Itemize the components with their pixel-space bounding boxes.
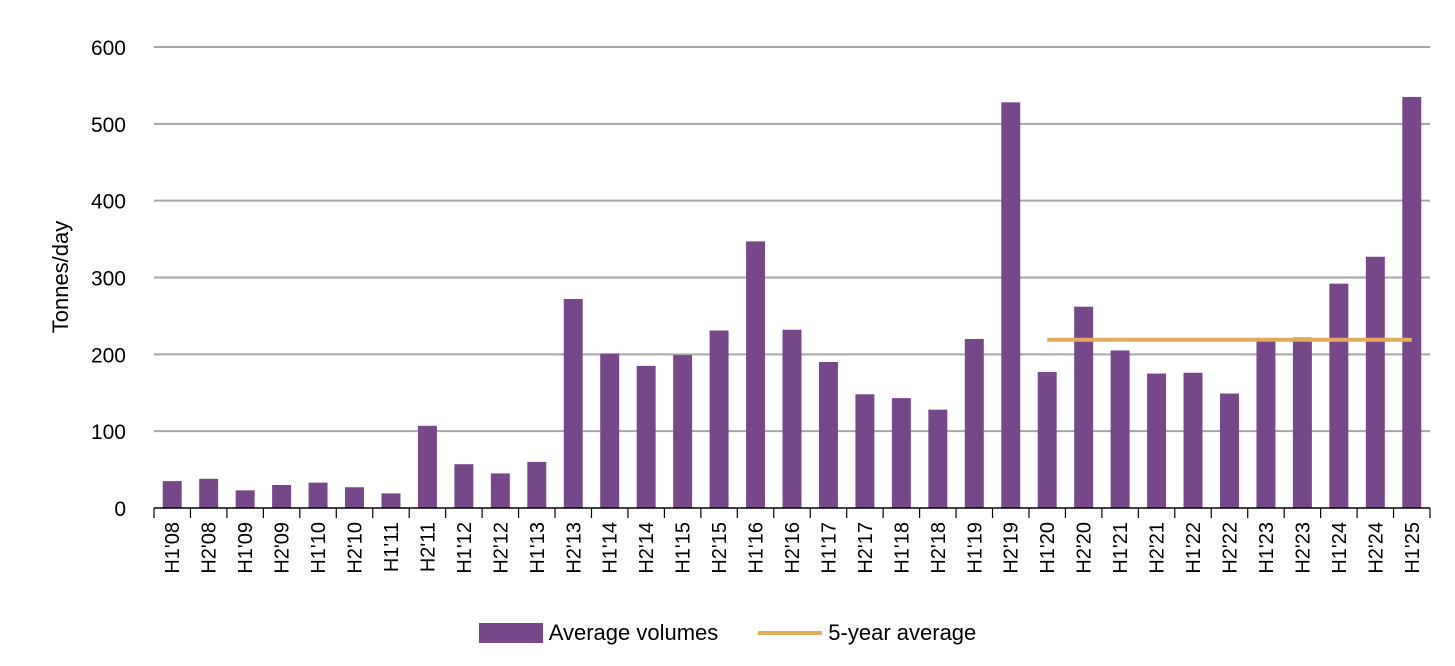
bar (673, 355, 693, 508)
legend-swatch-bar (478, 623, 543, 643)
x-tick-label: H2'23 (1292, 522, 1314, 574)
y-tick-label: 200 (91, 344, 126, 367)
bar (636, 365, 656, 508)
bar (1147, 373, 1167, 508)
bar (1402, 96, 1422, 509)
x-tick-label: H1'09 (235, 522, 257, 574)
bar (272, 484, 292, 508)
y-tick-label: 500 (91, 114, 126, 137)
y-axis-title: Tonnes/day (48, 221, 73, 334)
bar (490, 473, 510, 508)
x-tick-label: H1'13 (527, 522, 549, 574)
bar (235, 490, 255, 508)
bar (1256, 339, 1276, 508)
x-tick-label: H2'09 (272, 522, 294, 574)
bar (1329, 283, 1349, 508)
legend-item-average-volumes: Average volumes (478, 620, 719, 646)
bar (417, 425, 437, 508)
x-tick-label: H1'21 (1110, 522, 1132, 574)
bar-chart-svg: 0 100 200 300 400 500 600 H1'08 H2'08 H1'09 H2'09 H… (48, 37, 1431, 574)
x-tick-label: H1'18 (891, 522, 913, 574)
x-tick-label: H1'22 (1183, 522, 1205, 574)
bar (891, 398, 911, 508)
x-tick-label: H1'25 (1402, 522, 1424, 574)
bar (199, 478, 219, 508)
bar (1365, 256, 1385, 508)
bar (308, 482, 328, 508)
bar (600, 353, 620, 508)
bar (527, 461, 547, 508)
bar (818, 362, 838, 508)
x-tick-label: H2'14 (636, 522, 658, 574)
y-tick-label: 300 (91, 268, 126, 291)
x-tick-label: H2'21 (1147, 522, 1169, 574)
x-tick-label: H2'15 (709, 522, 731, 574)
x-tick-label: H2'12 (490, 522, 512, 574)
y-tick-label: 100 (91, 421, 126, 444)
x-tick-label: H1'23 (1256, 522, 1278, 574)
x-tick-label: H1'16 (746, 522, 768, 574)
x-tick-label: H2'19 (1001, 522, 1023, 574)
x-tick-label: H1'15 (673, 522, 695, 574)
x-tick-label: H1'17 (818, 522, 840, 574)
x-tick-label: H2'13 (563, 522, 585, 574)
bar (1183, 372, 1203, 508)
bar (855, 394, 875, 508)
gridlines (154, 46, 1430, 433)
x-tick-label: H1'08 (162, 522, 184, 574)
legend-swatch-line (758, 631, 823, 635)
x-tick-label: H1'19 (964, 522, 986, 574)
bar (162, 481, 182, 508)
legend: Average volumes 5-year average (0, 620, 1455, 646)
x-tick-label: H2'22 (1219, 522, 1241, 574)
legend-label-average-volumes: Average volumes (548, 620, 719, 645)
x-tick-label: H1'10 (308, 522, 330, 574)
x-tick-label: H1'12 (454, 522, 476, 574)
bar (782, 329, 802, 508)
x-tick-label: H2'24 (1365, 522, 1387, 574)
x-tick-label: H2'18 (928, 522, 950, 574)
bar (345, 487, 364, 508)
legend-item-5-year-average: 5-year average (758, 620, 976, 646)
bars (162, 96, 1422, 509)
x-tick-label: H2'17 (855, 522, 877, 574)
x-tick-label: H2'20 (1074, 522, 1096, 574)
bar (454, 464, 474, 508)
bar (964, 338, 984, 508)
bar (709, 330, 729, 508)
x-tick-label: H1'24 (1329, 522, 1351, 574)
bar (1110, 350, 1130, 508)
y-tick-label: 600 (91, 37, 126, 60)
bar (1037, 372, 1057, 508)
legend-label-5-year-average: 5-year average (828, 620, 977, 645)
x-tick-label: H2'11 (417, 522, 439, 572)
bar (1001, 102, 1021, 508)
x-tick-label: H1'11 (381, 522, 403, 572)
bar (1220, 393, 1239, 508)
bar (928, 409, 948, 508)
x-tick-label: H2'08 (199, 522, 221, 574)
axes: 0 100 200 300 400 500 600 H1'08 H2'08 H1'09 H2'09 H… (91, 37, 1431, 574)
y-tick-label: 400 (91, 191, 126, 214)
bar (563, 299, 583, 508)
bar (1074, 306, 1094, 508)
x-tick-label: H2'16 (782, 522, 804, 574)
x-tick-label: H1'20 (1037, 522, 1059, 574)
x-tick-label: H2'10 (345, 522, 367, 574)
bar (381, 493, 401, 508)
bar (1292, 337, 1312, 508)
x-tick-label: H1'14 (600, 522, 622, 574)
bar (746, 241, 766, 508)
y-tick-label: 0 (114, 498, 126, 521)
